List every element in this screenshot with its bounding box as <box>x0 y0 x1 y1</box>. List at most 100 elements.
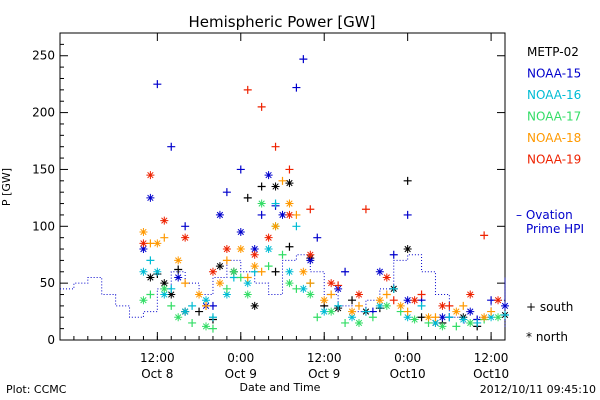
noaa-15-north-point <box>146 193 155 202</box>
noaa-18-north-point <box>195 290 204 299</box>
noaa-17-north-point <box>285 279 294 288</box>
noaa-19-north-point <box>354 290 363 299</box>
metp-02-north-point <box>250 301 259 310</box>
noaa-19-south-point <box>285 165 294 174</box>
noaa-18-north-point <box>299 267 308 276</box>
noaa-19-north-point <box>181 233 190 242</box>
chart-title: Hemispheric Power [GW] <box>189 13 376 31</box>
noaa-16-south-point <box>271 199 280 208</box>
noaa-16-north-point <box>487 313 496 322</box>
noaa-17-north-point <box>410 315 419 324</box>
y-axis-ticks: 0 50 100 150 200 250 <box>32 43 505 347</box>
metp-02-south-point <box>417 313 426 322</box>
noaa-18-south-point <box>403 307 412 316</box>
noaa-16-north-point <box>431 318 440 327</box>
y-tick-label: 150 <box>32 162 55 176</box>
noaa-15-north-point <box>278 210 287 219</box>
marker-legend-north: * north <box>526 330 568 344</box>
noaa-18-north-point <box>348 307 357 316</box>
metp-02-north-point <box>215 262 224 271</box>
y-tick-label: 200 <box>32 106 55 120</box>
noaa-17-north-point <box>174 313 183 322</box>
noaa-19-north-point <box>222 245 231 254</box>
noaa-19-north-point <box>327 279 336 288</box>
noaa-16-south-point <box>389 284 398 293</box>
noaa-18-south-point <box>292 210 301 219</box>
noaa-18-south-point <box>243 273 252 282</box>
noaa-19-south-point <box>257 102 266 111</box>
noaa-18-north-point <box>285 199 294 208</box>
noaa-15-north-point <box>466 307 475 316</box>
plot-area <box>60 55 509 333</box>
noaa-19-south-point <box>361 205 370 214</box>
noaa-17-north-point <box>229 267 238 276</box>
noaa-17-south-point <box>368 313 377 322</box>
noaa-18-north-point <box>153 239 162 248</box>
x-tick-label-time: 12:00 <box>140 351 175 365</box>
noaa-18-north-point <box>139 227 148 236</box>
noaa-17-north-point <box>466 318 475 327</box>
noaa-17-north-point <box>139 296 148 305</box>
x-tick-label-time: 0:00 <box>394 351 421 365</box>
noaa-17-north-point <box>160 284 169 293</box>
noaa-17-south-point <box>292 284 301 293</box>
metp-02-south-point <box>285 242 294 251</box>
noaa-19-south-point <box>334 281 343 290</box>
noaa-15-north-point <box>438 313 447 322</box>
noaa-18-north-point <box>452 307 461 316</box>
noaa-15-south-point <box>299 55 308 64</box>
noaa-19-south-point <box>389 296 398 305</box>
legend-entry-noaa-19: NOAA-19 <box>527 153 581 167</box>
y-tick-label: 250 <box>32 49 55 63</box>
noaa-16-south-point <box>208 313 217 322</box>
noaa-16-north-point <box>459 315 468 324</box>
y-tick-label: 100 <box>32 219 55 233</box>
noaa-19-north-point <box>382 273 391 282</box>
metp-02-north-point <box>285 179 294 188</box>
noaa-15-south-point <box>313 233 322 242</box>
noaa-18-north-point <box>250 262 259 271</box>
noaa-18-south-point <box>257 267 266 276</box>
noaa-19-north-point <box>466 290 475 299</box>
noaa-16-south-point <box>473 318 482 327</box>
noaa-18-north-point <box>320 296 329 305</box>
marker-legend-south: + south <box>526 300 573 314</box>
noaa-17-north-point <box>306 290 315 299</box>
noaa-16-south-point <box>167 284 176 293</box>
noaa-19-south-point <box>243 85 252 94</box>
noaa-17-north-point <box>202 322 211 331</box>
noaa-16-south-point <box>361 307 370 316</box>
metp-02-south-point <box>403 176 412 185</box>
noaa-18-south-point <box>202 301 211 310</box>
legend: METP-02 NOAA-15 NOAA-16 NOAA-17 NOAA-18 NOAA-… <box>527 45 581 167</box>
noaa-16-north-point <box>181 307 190 316</box>
noaa-16-north-point <box>202 296 211 305</box>
noaa-16-north-point <box>222 290 231 299</box>
noaa-18-south-point <box>222 256 231 265</box>
x-tick-label-time: 12:00 <box>307 351 342 365</box>
x-axis-ticks: 12:00 Oct 8 0:00 Oct 9 12:00 Oct 9 0:00 Oct10 12… <box>73 33 509 381</box>
data-points <box>139 55 509 333</box>
noaa-18-north-point <box>271 222 280 231</box>
noaa-18-north-point <box>174 256 183 265</box>
noaa-18-south-point <box>146 239 155 248</box>
noaa-18-north-point <box>396 301 405 310</box>
legend-entry-noaa-15: NOAA-15 <box>527 67 581 81</box>
x-tick-label-date: Oct 8 <box>141 367 173 381</box>
noaa-17-south-point <box>236 273 245 282</box>
noaa-15-south-point <box>181 222 190 231</box>
noaa-17-north-point <box>494 313 503 322</box>
noaa-16-south-point <box>445 313 454 322</box>
x-tick-label-date: Oct 9 <box>308 367 340 381</box>
noaa-15-south-point <box>292 83 301 92</box>
noaa-18-north-point <box>424 313 433 322</box>
noaa-17-north-point <box>257 199 266 208</box>
x-tick-label-date: Oct10 <box>390 367 426 381</box>
noaa-15-south-point <box>222 188 231 197</box>
metp-02-south-point <box>348 296 357 305</box>
noaa-18-north-point <box>375 296 384 305</box>
noaa-15-south-point <box>389 250 398 259</box>
noaa-19-north-point <box>438 301 447 310</box>
timestamp: 2012/10/11 09:45:10 <box>480 383 596 396</box>
noaa-15-north-point <box>250 245 259 254</box>
